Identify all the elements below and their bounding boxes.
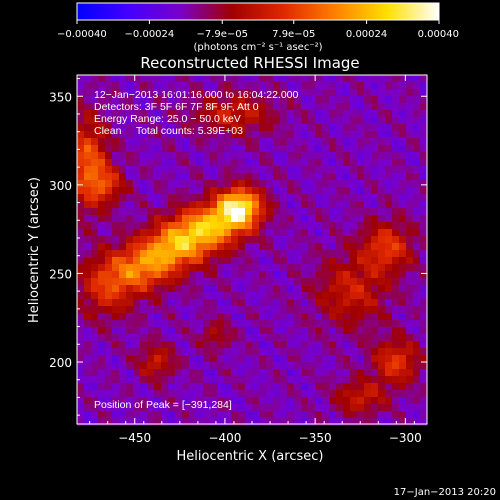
colorbar-tick-label: −7.9e−05: [196, 29, 248, 40]
y-tick-label: 300: [49, 179, 72, 193]
colorbar-tick-label: 7.9e−05: [272, 29, 315, 40]
annotation-time-range: 12−Jan−2013 16:01:16.000 to 16:04:22.000: [94, 89, 299, 101]
annotations: 12−Jan−2013 16:01:16.000 to 16:04:22.000…: [94, 89, 299, 137]
x-axis-label: Heliocentric X (arcsec): [177, 449, 324, 464]
x-axis: −450 −400 −350 −300: [89, 75, 422, 445]
annotation-peak-position: Position of Peak = [−391,284]: [94, 399, 232, 411]
footer-timestamp: 17−Jan−2013 20:20: [394, 487, 496, 498]
y-axis: 200 250 300 350: [49, 78, 427, 416]
y-tick-label: 250: [49, 267, 72, 281]
colorbar-ticks: −0.00040 −0.00024 −7.9e−05 7.9e−05 0.00024 0.…: [57, 20, 459, 40]
annotation-clean-counts: Clean Total counts: 5.39E+03: [94, 125, 243, 137]
x-tick-label: −450: [118, 431, 151, 445]
x-tick-label: −400: [208, 431, 241, 445]
y-axis-label: Heliocentric Y (arcsec): [27, 177, 42, 323]
annotation-detectors: Detectors: 3F 5F 6F 7F 8F 9F, Att 0: [94, 101, 259, 113]
chart-title: Reconstructed RHESSI Image: [140, 54, 359, 72]
colorbar-unit-label: (photons cm⁻² s⁻¹ asec⁻²): [193, 42, 322, 53]
y-tick-label: 350: [49, 90, 72, 104]
colorbar-tick-label: −0.00040: [57, 29, 107, 40]
x-tick-label: −350: [299, 431, 332, 445]
colorbar: [76, 2, 440, 21]
annotation-energy-range: Energy Range: 25.0 − 50.0 keV: [94, 113, 241, 125]
x-tick-label: −300: [389, 431, 422, 445]
colorbar-tick-label: −0.00024: [125, 29, 175, 40]
y-tick-label: 200: [49, 356, 72, 370]
colorbar-tick-label: 0.00040: [418, 29, 459, 40]
heatmap-image: [77, 75, 428, 426]
colorbar-tick-label: 0.00024: [346, 29, 387, 40]
